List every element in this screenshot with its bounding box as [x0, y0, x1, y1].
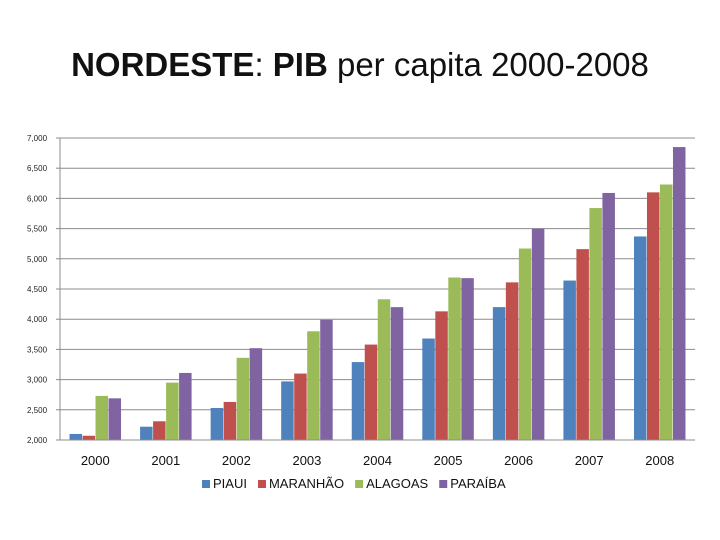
- x-tick-label: 2002: [222, 453, 251, 468]
- bar-2006-0: [492, 307, 506, 440]
- bar-2002-3: [249, 348, 263, 440]
- y-tick-label: 3,000: [27, 376, 48, 385]
- x-tick-label: 2000: [81, 453, 110, 468]
- y-tick-label: 6,000: [27, 194, 48, 203]
- legend-swatch: [257, 480, 266, 488]
- legend-swatch: [439, 480, 448, 488]
- legend-label: ALAGOAS: [366, 476, 428, 491]
- x-tick-label: 2006: [504, 453, 533, 468]
- legend: PIAUI MARANHÃO ALAGOAS PARAÍBA: [202, 476, 506, 491]
- bar-2001-0: [140, 426, 153, 440]
- y-tick-label: 5,000: [27, 255, 48, 264]
- bar-2008-0: [633, 236, 647, 440]
- y-tick-label: 4,500: [27, 285, 48, 294]
- y-tick-label: 4,000: [27, 315, 48, 324]
- chart-title: NORDESTE: PIB per capita 2000-2008: [0, 46, 720, 84]
- bar-2002-1: [223, 401, 237, 440]
- bar-2005-3: [461, 278, 474, 440]
- bars: [69, 147, 686, 440]
- y-tick-label: 7,000: [27, 134, 48, 143]
- bar-2005-0: [422, 338, 435, 440]
- x-tick-label: 2001: [151, 453, 180, 468]
- bar-2000-3: [108, 398, 122, 440]
- y-tick-label: 5,500: [27, 225, 48, 234]
- bar-2008-3: [672, 147, 686, 440]
- bar-2005-2: [448, 277, 461, 440]
- legend-label: PIAUI: [213, 476, 247, 491]
- bar-2000-1: [82, 435, 96, 440]
- x-tick-label: 2008: [645, 453, 674, 468]
- bar-2000-0: [69, 433, 83, 440]
- legend-label: PARAÍBA: [450, 476, 506, 491]
- title-separator: :: [254, 46, 273, 83]
- legend-label: MARANHÃO: [269, 476, 344, 491]
- bar-2005-1: [435, 311, 448, 440]
- bar-2001-2: [166, 382, 179, 440]
- bar-2003-1: [294, 373, 307, 440]
- x-tick-label: 2007: [575, 453, 604, 468]
- bar-2003-3: [320, 319, 333, 440]
- y-axis: 2,000 2,500 3,000 3,500 4,000 4,500 5,000 5,500…: [27, 134, 61, 445]
- y-tick-label: 6,500: [27, 164, 48, 173]
- bar-2000-2: [95, 395, 109, 440]
- x-tick-label: 2004: [363, 453, 392, 468]
- bar-2006-2: [518, 248, 532, 440]
- y-tick-label: 2,500: [27, 406, 48, 415]
- bar-2007-3: [602, 192, 615, 440]
- bar-2004-1: [364, 344, 378, 440]
- bar-2008-2: [659, 184, 673, 440]
- y-tick-label: 2,000: [27, 436, 48, 445]
- x-axis: 2000 2001 2002 2003 2004 2005 2006 2007 2008: [60, 439, 695, 468]
- bar-2004-3: [390, 307, 404, 440]
- bar-2001-3: [179, 372, 192, 440]
- bar-2007-2: [589, 208, 602, 440]
- bar-2006-1: [505, 282, 519, 440]
- title-rest: per capita 2000-2008: [327, 46, 649, 83]
- bar-2002-2: [236, 357, 250, 440]
- bar-2007-0: [563, 280, 576, 440]
- bar-2007-1: [576, 249, 589, 440]
- legend-swatch: [355, 480, 364, 488]
- bar-2006-3: [531, 228, 545, 440]
- bar-2003-2: [307, 331, 320, 440]
- bar-2002-0: [210, 407, 224, 440]
- x-tick-label: 2003: [292, 453, 321, 468]
- bar-2001-1: [153, 421, 166, 440]
- bar-2003-0: [281, 381, 294, 440]
- bar-2008-1: [646, 192, 660, 440]
- legend-swatch: [202, 480, 210, 488]
- bar-2004-0: [351, 362, 365, 440]
- title-metric: PIB: [272, 46, 328, 83]
- bar-2004-2: [377, 299, 391, 440]
- x-tick-label: 2005: [434, 453, 463, 468]
- y-tick-label: 3,500: [27, 345, 48, 354]
- title-region: NORDESTE: [71, 46, 255, 83]
